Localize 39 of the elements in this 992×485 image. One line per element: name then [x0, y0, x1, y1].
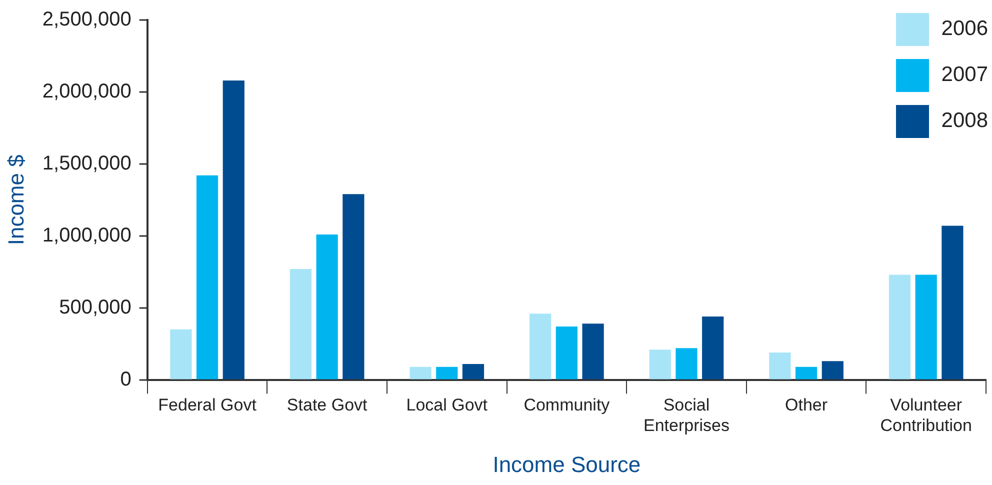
y-axis-title: Income $ [3, 154, 28, 246]
x-tick-label: Community [524, 396, 610, 415]
bar [196, 175, 218, 380]
bar [316, 234, 338, 380]
y-tick-label: 500,000 [59, 296, 132, 318]
y-tick-label: 1,000,000 [42, 224, 132, 246]
bar [582, 324, 604, 380]
legend-label: 2006 [941, 17, 988, 41]
y-tick-label: 0 [120, 368, 132, 390]
y-tick-label: 1,500,000 [42, 152, 132, 174]
bar [410, 366, 432, 380]
bar [290, 268, 312, 380]
legend-label: 2007 [941, 63, 988, 87]
bar [702, 316, 724, 380]
legend-label: 2008 [941, 109, 988, 133]
x-tick-label: Other [785, 396, 828, 415]
x-tick-label: Volunteer Contribution [880, 396, 972, 436]
y-tick-label: 2,500,000 [42, 8, 132, 31]
bar [888, 274, 911, 380]
y-tick-label: 2,000,000 [42, 80, 132, 102]
x-tick-label: Local Govt [406, 396, 488, 415]
bar [795, 366, 818, 380]
x-tick-label: Federal Govt [158, 396, 257, 415]
bar [342, 194, 364, 380]
x-tick-label: State Govt [286, 396, 368, 415]
bar [530, 314, 552, 380]
bar [649, 350, 671, 380]
bar [915, 274, 937, 380]
x-axis-title: Income Source [492, 452, 641, 477]
bar [942, 226, 964, 380]
bar [170, 329, 192, 380]
bar [822, 361, 844, 380]
bar [436, 366, 458, 380]
bar [556, 326, 578, 380]
bar [769, 352, 791, 380]
bar [676, 348, 698, 380]
bar [222, 80, 244, 380]
bar [462, 364, 484, 380]
x-tick-label: Social Enterprises [644, 396, 730, 436]
